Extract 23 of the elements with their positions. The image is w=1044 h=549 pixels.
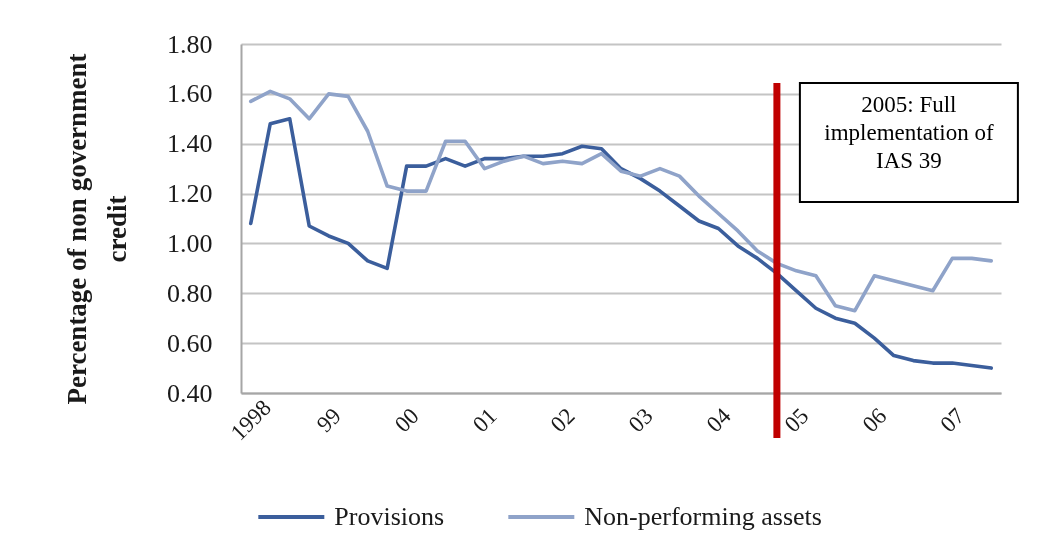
line-series xyxy=(248,89,994,313)
x-tick-label: 99 xyxy=(311,403,346,438)
y-tick-label: 1.40 xyxy=(167,129,213,159)
y-tick-label: 0.60 xyxy=(167,328,213,358)
y-tick-label: 1.20 xyxy=(167,179,213,209)
ref-line-label: 2005: Full implementation of IAS 39 xyxy=(824,92,994,173)
line-series xyxy=(248,116,994,370)
x-tick-label: 07 xyxy=(935,403,970,438)
y-tick-label: 0.40 xyxy=(167,378,213,408)
x-tick-label: 02 xyxy=(545,403,580,438)
x-tick-label: 01 xyxy=(467,403,502,438)
y-axis-title: Percentage of non government credit xyxy=(61,53,132,405)
legend-label: Provisions xyxy=(334,502,445,531)
legend-label: Non-performing assets xyxy=(584,502,822,531)
y-tick-label: 1.80 xyxy=(167,29,213,59)
x-tick-label: 04 xyxy=(701,402,736,438)
x-tick-label: 00 xyxy=(389,403,424,438)
x-tick-label: 06 xyxy=(857,403,892,438)
x-tick-label: 03 xyxy=(623,403,658,438)
y-tick-label: 0.80 xyxy=(167,278,213,308)
x-tick-label: 05 xyxy=(779,403,814,438)
y-tick-label: 1.00 xyxy=(167,228,213,258)
y-tick-label: 1.60 xyxy=(167,79,213,109)
